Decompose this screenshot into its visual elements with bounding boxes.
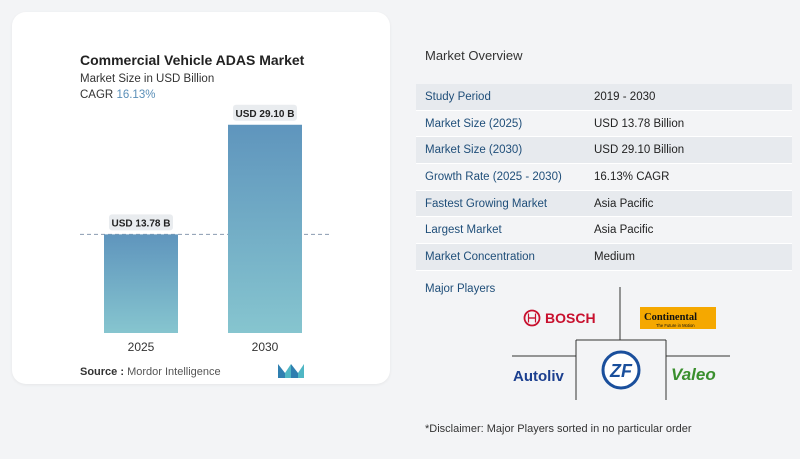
overview-value: 16.13% CAGR bbox=[594, 171, 670, 184]
overview-value: USD 29.10 Billion bbox=[594, 144, 685, 157]
cagr-label: CAGR bbox=[80, 89, 114, 101]
zf-logo: ZF bbox=[601, 350, 641, 390]
source-label: Source : bbox=[80, 366, 125, 378]
svg-text:Continental: Continental bbox=[644, 312, 697, 323]
source-text: Mordor Intelligence bbox=[127, 366, 221, 378]
market-overview-title: Market Overview bbox=[425, 48, 523, 63]
valeo-logo: Valeo bbox=[671, 365, 716, 384]
market-overview-table: Study Period 2019 - 2030 Market Size (2025… bbox=[416, 84, 792, 271]
overview-key: Study Period bbox=[425, 91, 491, 103]
overview-row: Market Size (2025) USD 13.78 Billion bbox=[416, 111, 792, 138]
data-label-bg bbox=[109, 214, 173, 231]
autoliv-logo: Autoliv bbox=[513, 368, 564, 385]
data-label-bg bbox=[233, 104, 297, 121]
chart-card bbox=[12, 12, 390, 384]
overview-row: Market Size (2030) USD 29.10 Billion bbox=[416, 137, 792, 165]
svg-text:Autoliv: Autoliv bbox=[513, 368, 564, 385]
overview-value: USD 13.78 Billion bbox=[594, 117, 685, 130]
mordor-intelligence-logo bbox=[278, 364, 304, 378]
chart-subtitle: Market Size in USD Billion bbox=[80, 73, 215, 85]
overview-key: Market Size (2025) bbox=[425, 117, 523, 130]
overview-row: Study Period 2019 - 2030 bbox=[416, 84, 792, 111]
major-players-title: Major Players bbox=[425, 283, 496, 295]
bar-chart: USD 13.78 B 2025 USD 29.10 B 2030 bbox=[80, 104, 330, 354]
overview-row: Growth Rate (2025 - 2030) 16.13% CAGR bbox=[416, 164, 792, 191]
data-label: USD 29.10 B bbox=[236, 109, 295, 120]
overview-value: Asia Pacific bbox=[594, 224, 654, 237]
overview-row: Largest Market Asia Pacific bbox=[416, 217, 792, 245]
chart-title: Commercial Vehicle ADAS Market bbox=[80, 52, 305, 68]
chart-cagr: CAGR 16.13% bbox=[80, 89, 155, 101]
svg-text:Valeo: Valeo bbox=[671, 365, 716, 384]
cagr-value: 16.13% bbox=[116, 89, 156, 101]
svg-text:The Future in Motion: The Future in Motion bbox=[656, 323, 695, 328]
overview-key: Market Concentration bbox=[425, 251, 535, 264]
overview-row: Fastest Growing Market Asia Pacific bbox=[416, 190, 792, 218]
overview-value: Medium bbox=[594, 251, 635, 264]
overview-key: Fastest Growing Market bbox=[425, 197, 548, 210]
source-note: Source : Mordor Intelligence bbox=[80, 366, 221, 378]
overview-value: 2019 - 2030 bbox=[594, 91, 656, 103]
overview-value: Asia Pacific bbox=[594, 197, 654, 210]
data-label: USD 13.78 B bbox=[112, 218, 171, 229]
bosch-logo: BOSCH bbox=[523, 309, 596, 327]
logo-grid-lines bbox=[512, 287, 730, 400]
overview-key: Largest Market bbox=[425, 224, 502, 237]
continental-logo: Continental The Future in Motion bbox=[640, 307, 716, 329]
x-tick-label: 2030 bbox=[252, 340, 279, 354]
x-tick-label: 2025 bbox=[128, 340, 155, 354]
bar bbox=[228, 124, 302, 333]
svg-text:ZF: ZF bbox=[609, 361, 633, 381]
overview-key: Market Size (2030) bbox=[425, 144, 523, 157]
bar bbox=[104, 234, 178, 333]
disclaimer-note: *Disclaimer: Major Players sorted in no … bbox=[425, 423, 692, 435]
overview-row: Market Concentration Medium bbox=[416, 244, 792, 271]
overview-key: Growth Rate (2025 - 2030) bbox=[425, 171, 562, 184]
svg-text:BOSCH: BOSCH bbox=[545, 310, 596, 326]
